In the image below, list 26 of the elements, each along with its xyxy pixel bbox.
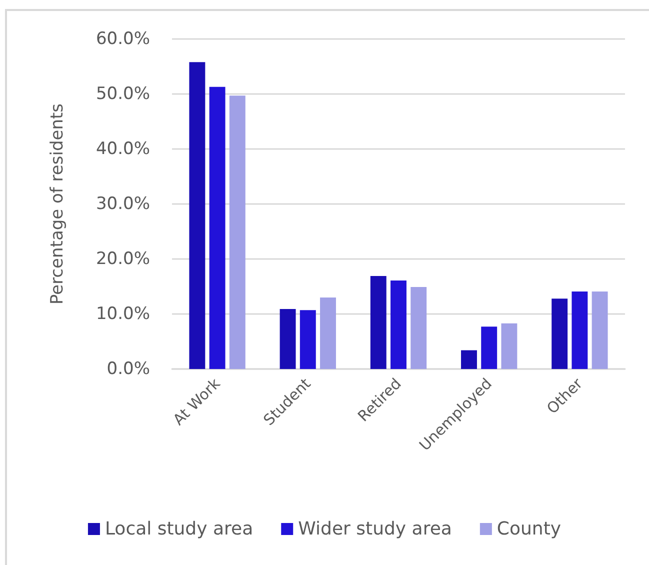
bar <box>280 309 296 369</box>
bar <box>189 62 206 369</box>
bar <box>552 298 568 369</box>
bar <box>481 326 498 369</box>
y-tick-label: 10.0% <box>96 304 150 324</box>
y-tick-label: 30.0% <box>96 194 150 214</box>
bar <box>300 310 316 369</box>
bar <box>501 323 518 369</box>
legend-label: Wider study area <box>298 518 452 540</box>
y-tick-label: 20.0% <box>96 249 150 269</box>
bar <box>229 96 246 369</box>
y-tick-label: 0.0% <box>106 359 150 379</box>
bar <box>461 350 477 369</box>
y-axis-title: Percentage of residents <box>48 103 68 305</box>
bar <box>209 86 226 369</box>
y-tick-label: 50.0% <box>96 84 150 104</box>
bar <box>410 287 427 369</box>
bar <box>572 291 588 369</box>
bar <box>320 298 336 369</box>
legend-label: County <box>496 518 562 540</box>
bar <box>390 280 406 369</box>
legend-label: Local study area <box>104 518 254 540</box>
bar <box>370 276 386 369</box>
y-tick-label: 60.0% <box>96 29 150 49</box>
bar <box>592 291 608 369</box>
y-tick-label: 40.0% <box>96 139 150 159</box>
